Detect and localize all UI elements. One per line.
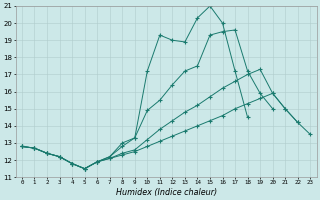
X-axis label: Humidex (Indice chaleur): Humidex (Indice chaleur)	[116, 188, 217, 197]
